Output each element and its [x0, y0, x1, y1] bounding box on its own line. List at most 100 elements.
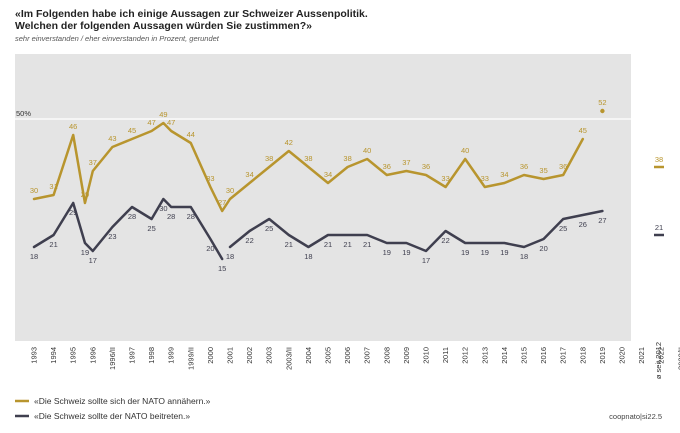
- series-line-beitreten-1: [32, 197, 224, 261]
- average-column: 38 21: [654, 155, 664, 237]
- data-label-beitreten: 20: [206, 244, 214, 253]
- x-axis-ticks: 1993 1994 1995 1996 1996/II 1997 1998 1999 1999/…: [30, 347, 680, 370]
- x-tick-label: 2007: [363, 347, 372, 364]
- data-label-annaehern: 40: [461, 146, 469, 155]
- x-tick-label: 2020: [618, 347, 627, 364]
- x-tick-label: 2003/II: [284, 347, 293, 370]
- x-tick-label: 1997: [128, 347, 137, 364]
- data-label-beitreten: 25: [559, 224, 567, 233]
- data-label-annaehern: 30: [226, 186, 234, 195]
- data-label-beitreten: 19: [383, 248, 391, 257]
- x-tick-label: 2004: [304, 347, 313, 364]
- data-label-annaehern: 38: [265, 154, 273, 163]
- data-label-beitreten: 22: [441, 236, 449, 245]
- x-tick-label: 2005: [324, 347, 333, 364]
- plot-area: [15, 54, 631, 341]
- x-tick-label: 2012: [461, 347, 470, 364]
- data-label-annaehern: 31: [49, 182, 57, 191]
- x-tick-label: 1996/II: [108, 347, 117, 370]
- data-label-annaehern: 49: [159, 110, 167, 119]
- x-tick-label: 2000: [206, 347, 215, 364]
- data-label-annaehern: 34: [324, 170, 332, 179]
- data-label-annaehern: 36: [520, 162, 528, 171]
- x-tick-label: 2014: [500, 347, 509, 364]
- average-value-beitreten: 21: [655, 223, 663, 232]
- x-tick-label: 2015: [520, 347, 529, 364]
- data-label-beitreten: 25: [147, 224, 155, 233]
- data-label-annaehern: 38: [304, 154, 312, 163]
- data-label-annaehern: 46: [69, 122, 77, 131]
- x-tick-label: 1993: [30, 347, 39, 364]
- data-label-beitreten: 21: [324, 240, 332, 249]
- data-label-annaehern: 52: [598, 98, 606, 107]
- credit-label: coopnato|si22.5: [609, 412, 662, 421]
- x-tick-label: 2017: [559, 347, 568, 364]
- x-tick-label: 1999: [167, 347, 176, 364]
- data-label-beitreten: 21: [343, 240, 351, 249]
- x-tick-label: 2016: [539, 347, 548, 364]
- x-tick-label: 1994: [49, 347, 58, 364]
- data-label-beitreten: 22: [245, 236, 253, 245]
- data-label-annaehern: 47: [147, 118, 155, 127]
- x-tick-label: 2013: [480, 347, 489, 364]
- data-label-beitreten: 23: [108, 232, 116, 241]
- average-value-annaehern: 38: [655, 155, 663, 164]
- data-label-beitreten: 28: [187, 212, 195, 221]
- data-label-annaehern: 43: [108, 134, 116, 143]
- data-label-beitreten: 21: [285, 240, 293, 249]
- series-line-annaehern-1: [32, 121, 585, 213]
- data-label-beitreten: 27: [598, 216, 606, 225]
- data-label-beitreten: 26: [579, 220, 587, 229]
- data-label-beitreten: 15: [218, 264, 226, 273]
- data-label-annaehern: 34: [245, 170, 253, 179]
- data-label-annaehern: 36: [559, 162, 567, 171]
- data-label-beitreten: 19: [481, 248, 489, 257]
- data-label-annaehern: 27: [218, 198, 226, 207]
- data-point-annaehern: [600, 108, 605, 114]
- x-tick-label: 1996: [88, 347, 97, 364]
- x-tick-label: 1998: [147, 347, 156, 364]
- x-tick-label: 2009: [402, 347, 411, 364]
- data-label-beitreten: 25: [265, 224, 273, 233]
- legend-label-beitreten: «Die Schweiz sollte der NATO beitreten.»: [34, 411, 190, 421]
- x-tick-label: 1999/II: [186, 347, 195, 370]
- series-layer: 30 31462937434547494744332730343842383438…: [30, 98, 607, 273]
- data-label-beitreten: 18: [304, 252, 312, 261]
- data-label-annaehern: 36: [383, 162, 391, 171]
- x-tick-label: 2006: [343, 347, 352, 364]
- x-tick-label: 2002: [245, 347, 254, 364]
- data-label-annaehern: 36: [422, 162, 430, 171]
- reference-label: 50%: [16, 109, 31, 118]
- data-label-beitreten: 19: [402, 248, 410, 257]
- series-line-beitreten-2: [228, 209, 604, 253]
- data-label-beitreten: 30: [159, 204, 167, 213]
- chart-subtitle: sehr einverstanden / eher einverstanden …: [15, 34, 220, 43]
- x-tick-label: 2010: [422, 347, 431, 364]
- legend-label-annaehern: «Die Schweiz sollte sich der NATO annähe…: [34, 396, 211, 406]
- data-label-beitreten: 17: [89, 256, 97, 265]
- x-tick-label: 2003: [265, 347, 274, 364]
- data-label-annaehern: 42: [285, 138, 293, 147]
- x-tick-label: 2018: [578, 347, 587, 364]
- chart-title-line-2: Welchen der folgenden Aussagen würden Si…: [15, 20, 312, 32]
- data-label-annaehern: 45: [128, 126, 136, 135]
- x-tick-label: 2022: [657, 347, 666, 364]
- x-tick-label: 2001: [226, 347, 235, 364]
- data-label-annaehern: 35: [539, 166, 547, 175]
- data-label-annaehern: 44: [187, 130, 195, 139]
- x-tick-label: 2022/II: [676, 347, 680, 370]
- data-label-beitreten: 29: [69, 208, 77, 217]
- data-label-annaehern: 45: [579, 126, 587, 135]
- data-label-annaehern: 33: [206, 174, 214, 183]
- data-label-annaehern: 38: [343, 154, 351, 163]
- data-label-beitreten: 21: [49, 240, 57, 249]
- x-tick-label: 1995: [69, 347, 78, 364]
- data-label-beitreten: 21: [363, 240, 371, 249]
- data-label-beitreten: 17: [422, 256, 430, 265]
- data-label-beitreten: 18: [226, 252, 234, 261]
- data-label-beitreten: 28: [128, 212, 136, 221]
- data-label-beitreten: 19: [81, 248, 89, 257]
- data-label-annaehern: 34: [500, 170, 508, 179]
- data-label-beitreten: 20: [539, 244, 547, 253]
